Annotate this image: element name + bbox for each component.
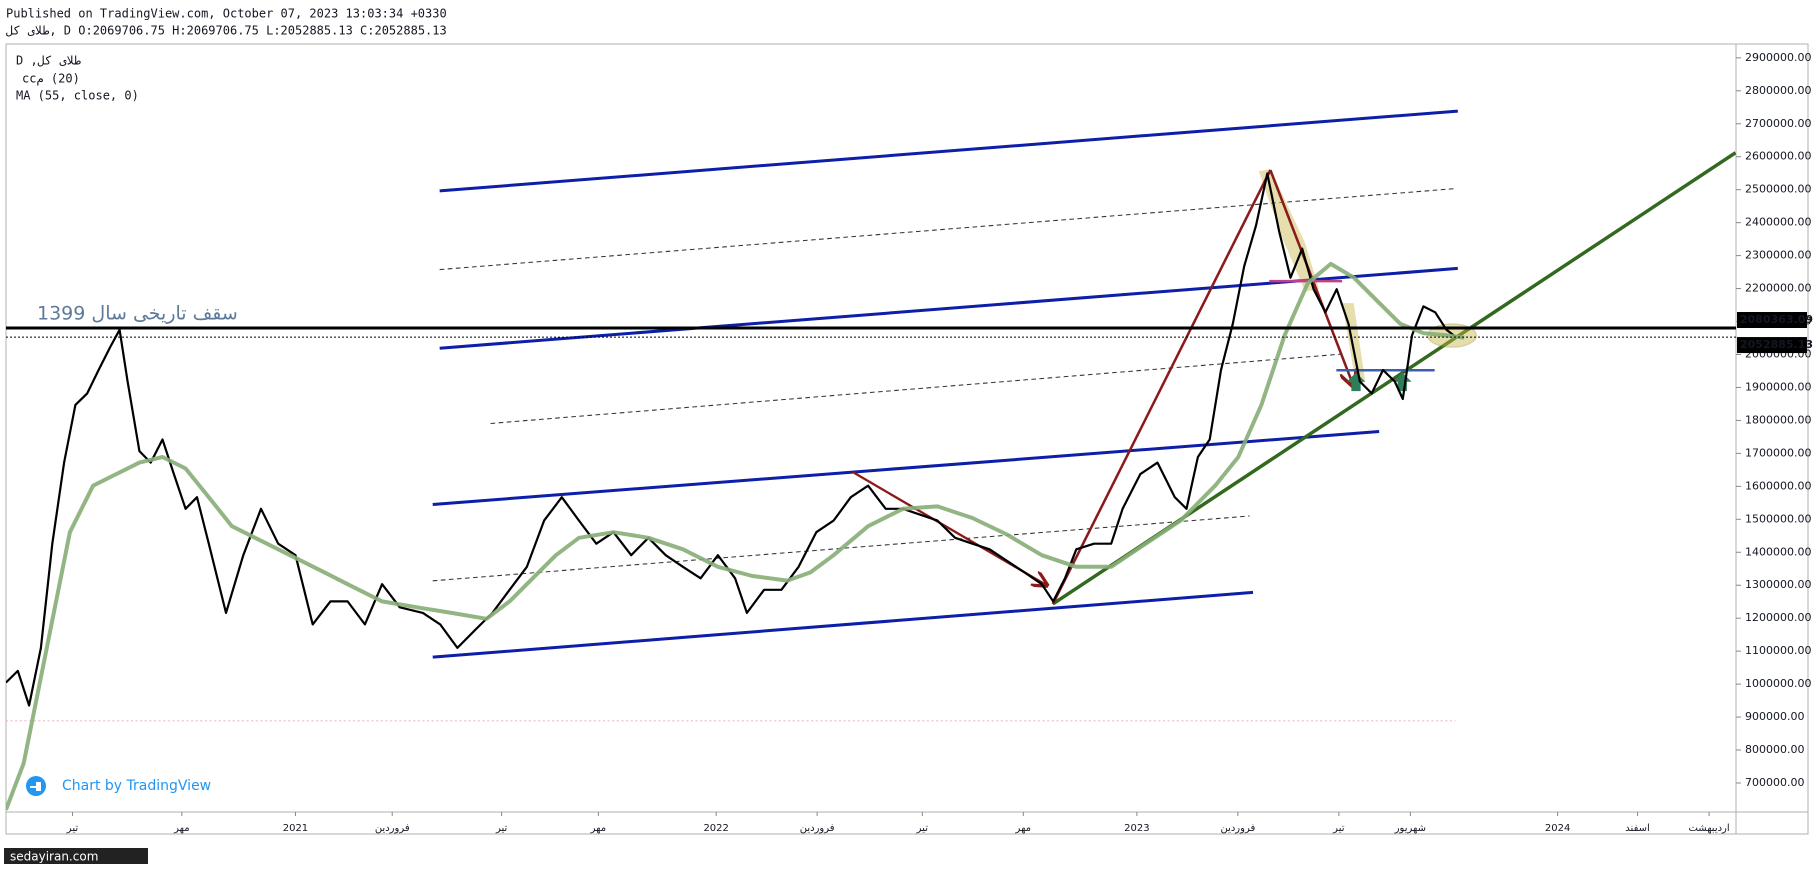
y-tick-label: 1900000.00 xyxy=(1745,380,1811,393)
x-tick-label: مهر xyxy=(1015,823,1031,834)
annotation: سقف تاریخی سال 1399 xyxy=(37,303,238,325)
y-tick-label: 2500000.00 xyxy=(1745,183,1811,196)
y-tick-label: 2200000.00 xyxy=(1745,282,1811,295)
x-tick-label: تیر xyxy=(66,823,79,834)
y-tick-label: 800000.00 xyxy=(1745,743,1805,756)
x-tick-label: فروردین xyxy=(375,823,410,834)
x-tick-label: مهر xyxy=(173,823,189,834)
channel-line xyxy=(432,590,1254,659)
y-tick-label: 1400000.00 xyxy=(1745,545,1811,558)
x-tick-label: 2022 xyxy=(703,823,728,834)
watermark-box xyxy=(4,848,148,864)
x-tick-label: 2021 xyxy=(283,823,308,834)
legend-indicator: (20) مcc xyxy=(22,72,80,86)
price-line xyxy=(6,172,1457,707)
price-tag-label: 2080363.09 xyxy=(1740,313,1813,326)
y-tick-label: 2800000.00 xyxy=(1745,84,1811,97)
channel-line xyxy=(439,109,1458,193)
price-tag xyxy=(1737,337,1807,354)
highlight xyxy=(1258,168,1319,292)
x-tick-label: شهریور xyxy=(1394,823,1426,834)
y-tick-label: 2400000.00 xyxy=(1745,216,1811,229)
frame xyxy=(5,43,1809,835)
x-tick-label: تیر xyxy=(495,823,508,834)
x-tick-label: 2024 xyxy=(1545,823,1570,834)
y-tick-label: 1100000.00 xyxy=(1745,644,1811,657)
y-tick-label: 700000.00 xyxy=(1745,776,1805,789)
plot-area xyxy=(6,172,1465,811)
y-tick-label: 1300000.00 xyxy=(1745,578,1811,591)
x-tick-label: اسفند xyxy=(1625,823,1649,834)
y-tick-label: 1000000.00 xyxy=(1745,677,1811,690)
price-tag-label: 2052885.13 xyxy=(1740,338,1813,351)
channel-midline xyxy=(432,515,1250,582)
x-tick-label: اردیبهشت xyxy=(1688,823,1729,834)
x-tick-label: مهر xyxy=(590,823,606,834)
x-tick-label: 2023 xyxy=(1124,823,1149,834)
logo-mark xyxy=(30,782,41,791)
x-tick-label: فروردین xyxy=(800,823,835,834)
y-tick-label: 900000.00 xyxy=(1745,710,1805,723)
y-tick-label: 2600000.00 xyxy=(1745,150,1811,163)
arrow-line xyxy=(1051,169,1272,605)
x-tick-label: تیر xyxy=(1332,823,1345,834)
price-tag xyxy=(1737,312,1807,329)
branding-logo xyxy=(26,776,46,796)
branding: Chart by TradingView xyxy=(62,778,211,794)
legend-series: طلای کل, D xyxy=(16,54,81,68)
channel-line xyxy=(432,430,1380,506)
x-tick-label: فروردین xyxy=(1220,823,1255,834)
up-arrow xyxy=(1346,372,1366,392)
ohlc-line: طلای کل, D O:2069706.75 H:2069706.75 L:2… xyxy=(6,24,447,38)
y-tick-label: 1800000.00 xyxy=(1745,413,1811,426)
legend-ma: MA (55, close, 0) xyxy=(16,89,139,103)
watermark: sedayiran.com xyxy=(10,850,98,864)
ma-line xyxy=(6,261,1465,811)
published: Published on TradingView.com, October 07… xyxy=(6,7,447,21)
y-tick-label: 2900000.00 xyxy=(1745,51,1811,64)
y-tick-label: 1600000.00 xyxy=(1745,479,1811,492)
y-tick-label: 1500000.00 xyxy=(1745,512,1811,525)
y-tick-label: 1700000.00 xyxy=(1745,446,1811,459)
x-tick-label: تیر xyxy=(916,823,929,834)
y-tick-label: 2300000.00 xyxy=(1745,249,1811,262)
y-tick-label: 1200000.00 xyxy=(1745,611,1811,624)
y-tick-label: 2700000.00 xyxy=(1745,117,1811,130)
